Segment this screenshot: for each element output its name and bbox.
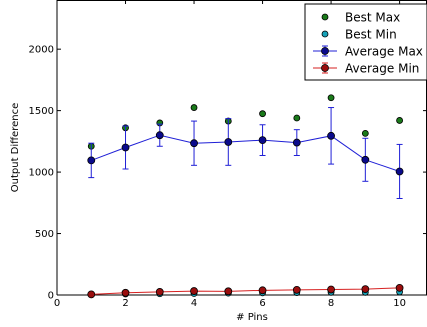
data-point: [259, 110, 266, 118]
legend-label: Average Max: [345, 45, 423, 59]
y-tick-label: 0: [48, 291, 54, 302]
x-tick-label: 4: [191, 298, 197, 309]
data-point: [292, 138, 301, 147]
legend-marker: [321, 13, 329, 21]
legend: Best Max Best Min Average Max Average Min: [304, 3, 427, 81]
y-tick-label: 500: [35, 229, 54, 240]
data-point: [258, 286, 267, 295]
data-point: [190, 287, 198, 295]
data-point: [292, 285, 301, 294]
x-tick-label: 2: [122, 298, 128, 309]
series-line: [91, 287, 400, 295]
data-point: [396, 117, 403, 124]
data-point: [190, 139, 198, 148]
y-tick-label: 1000: [29, 168, 54, 179]
data-point: [395, 167, 404, 176]
data-point: [327, 94, 335, 102]
data-point: [361, 155, 370, 164]
data-point: [121, 143, 130, 152]
data-point: [327, 131, 335, 140]
data-point: [224, 138, 233, 146]
legend-item: Best Max: [321, 11, 400, 25]
legend-marker: [321, 64, 329, 72]
legend-item: Best Min: [321, 28, 397, 42]
legend-marker: [321, 47, 329, 55]
data-point: [121, 288, 130, 297]
series-best-min: [87, 288, 403, 299]
x-tick-label: 0: [54, 298, 60, 309]
x-axis-label: # Pins: [236, 312, 268, 323]
legend-item: Average Min: [313, 62, 419, 76]
y-tick-label: 1500: [29, 106, 54, 117]
data-point: [87, 290, 96, 299]
series-layer: [87, 94, 404, 299]
legend-label: Best Max: [345, 11, 400, 25]
data-point: [224, 287, 233, 296]
legend-label: Best Min: [345, 28, 397, 42]
data-point: [293, 114, 301, 122]
axis-ticks: 0 2 4 6 8 10 0 500 1000 1500 2000: [29, 0, 427, 309]
data-point: [361, 285, 370, 294]
data-point: [327, 285, 335, 294]
legend-label: Average Min: [345, 62, 419, 76]
y-tick-label: 2000: [29, 45, 54, 56]
data-point: [395, 283, 404, 292]
data-point: [190, 104, 198, 111]
x-tick-label: 10: [393, 298, 406, 309]
legend-marker: [321, 30, 329, 38]
x-tick-label: 8: [328, 298, 334, 309]
data-point: [258, 136, 267, 145]
legend-item: Average Max: [313, 45, 423, 59]
x-tick-label: 6: [259, 298, 265, 309]
y-axis-label: Output Difference: [10, 103, 21, 192]
data-point: [87, 156, 96, 165]
data-point: [361, 129, 369, 137]
series-average-min: [87, 283, 404, 299]
series-line: [91, 134, 400, 172]
data-point: [155, 131, 164, 140]
data-point: [155, 288, 164, 296]
series-average-max: [87, 107, 404, 200]
